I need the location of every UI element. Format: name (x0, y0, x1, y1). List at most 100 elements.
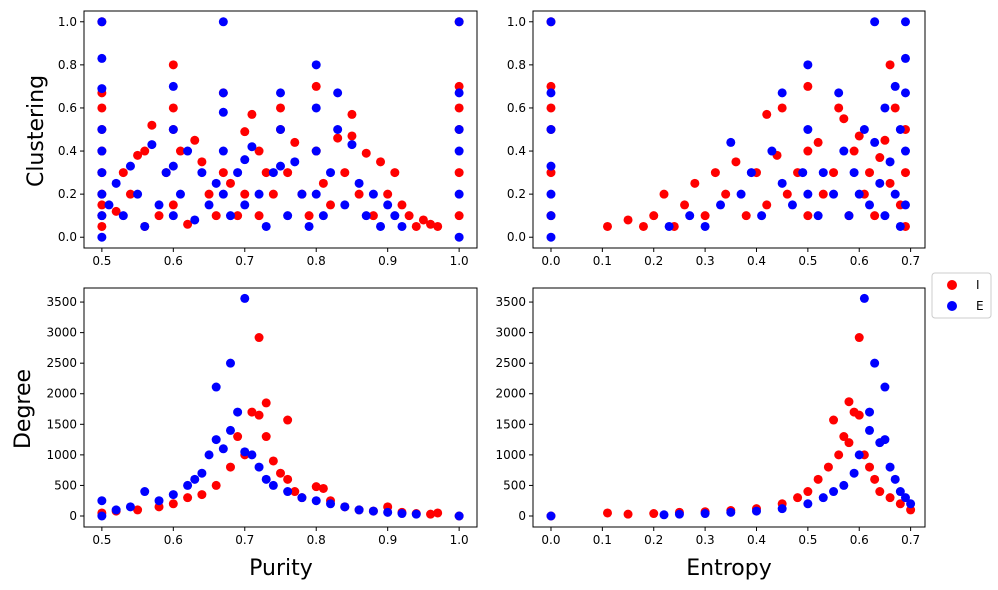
panel-purity-degree: 0.5 0.6 0.7 0.8 0.9 1.0 0 500 1000 1500 2000 2500 30… (46, 287, 478, 547)
point-E (803, 125, 813, 134)
point-I (839, 432, 849, 442)
point-E (818, 168, 828, 178)
point-E (354, 178, 364, 188)
point-I (347, 131, 357, 141)
point-E (813, 211, 823, 221)
point-I (834, 450, 844, 460)
point-I (197, 490, 207, 500)
point-E (546, 161, 556, 171)
point-E (97, 496, 107, 506)
point-E (546, 511, 556, 521)
point-E (716, 200, 726, 210)
point-E (97, 146, 107, 156)
point-E (154, 200, 164, 210)
point-I (818, 189, 828, 199)
y-tick-label: 3500 (495, 295, 526, 309)
point-I (885, 493, 895, 503)
point-I (762, 109, 772, 119)
point-I (762, 200, 772, 210)
point-E (746, 168, 756, 178)
point-E (97, 53, 107, 63)
x-tick-label: 0.3 (696, 254, 715, 268)
point-E (218, 88, 228, 98)
y-tick-label: 0.4 (58, 144, 77, 158)
point-I (383, 189, 393, 199)
point-E (839, 146, 849, 156)
point-E (890, 474, 900, 484)
point-I (397, 200, 407, 210)
point-I (147, 120, 157, 130)
point-E (168, 81, 178, 91)
point-E (240, 200, 250, 210)
point-I (368, 211, 378, 221)
y-tick-label: 3000 (46, 326, 77, 340)
point-E (97, 511, 107, 521)
xlabel-purity: Purity (249, 556, 313, 581)
y-tick-label: 0 (69, 509, 77, 523)
plot-frame (532, 10, 926, 249)
y-tick-label: 1.0 (58, 15, 77, 29)
x-tick-label: 0.1 (593, 533, 612, 547)
point-I (133, 150, 143, 160)
panel-entropy-degree: 0.0 0.1 0.2 0.3 0.4 0.5 0.6 0.7 0 500 1000 1500 2000… (495, 287, 926, 547)
point-I (418, 215, 428, 225)
point-E (454, 146, 464, 156)
y-tick-label: 1.0 (507, 15, 526, 29)
point-I (361, 148, 371, 158)
point-E (870, 137, 880, 147)
point-E (859, 293, 869, 303)
point-I (304, 211, 314, 221)
point-E (218, 146, 228, 156)
x-tick-label: 0.6 (164, 254, 183, 268)
point-I (311, 81, 321, 91)
point-E (104, 200, 114, 210)
point-E (885, 157, 895, 167)
legend-label-E: E (976, 299, 984, 313)
point-E (326, 168, 336, 178)
point-E (865, 425, 875, 435)
point-E (225, 358, 235, 368)
y-tick-label: 2500 (495, 356, 526, 370)
point-I (283, 168, 293, 178)
point-I (895, 499, 905, 509)
point-I (870, 211, 880, 221)
point-E (333, 88, 343, 98)
plot-frame (532, 287, 926, 528)
point-E (546, 211, 556, 221)
point-I (268, 456, 278, 466)
point-E (906, 499, 916, 509)
point-I (865, 462, 875, 472)
point-I (276, 468, 285, 478)
point-E (839, 480, 849, 490)
point-I (803, 81, 813, 91)
point-I (870, 474, 880, 484)
point-I (168, 499, 178, 509)
point-E (870, 358, 880, 368)
point-E (397, 509, 407, 519)
point-E (700, 221, 710, 231)
point-I (813, 137, 823, 147)
point-E (900, 17, 910, 27)
scatter-points (97, 293, 464, 521)
y-tick-label: 0.8 (58, 58, 77, 72)
point-I (261, 432, 271, 442)
point-E (854, 450, 864, 460)
point-E (834, 88, 844, 98)
point-E (777, 88, 787, 98)
point-E (97, 17, 107, 27)
point-I (97, 200, 107, 210)
point-E (183, 146, 193, 156)
point-E (664, 221, 674, 231)
y-tick-label: 1000 (46, 448, 77, 462)
plot-frame (83, 10, 478, 249)
point-I (154, 211, 164, 221)
point-E (900, 53, 910, 63)
ylabel-clustering: Clustering (24, 75, 49, 187)
x-tick-label: 0.5 (92, 254, 111, 268)
point-E (268, 480, 278, 490)
x-tick-label: 0.9 (378, 533, 397, 547)
x-tick-label: 0.2 (644, 254, 663, 268)
point-E (97, 168, 107, 178)
point-I (454, 103, 464, 113)
